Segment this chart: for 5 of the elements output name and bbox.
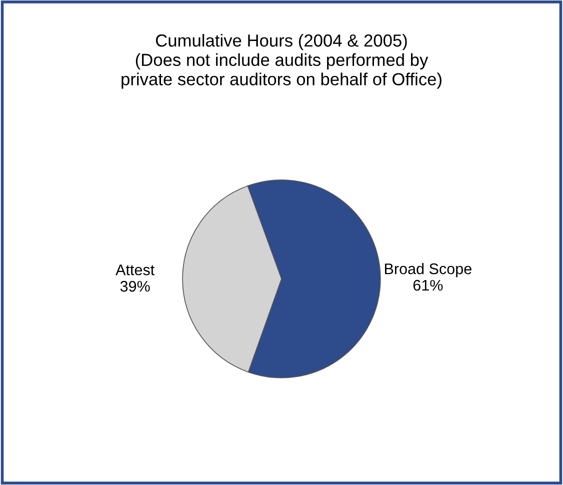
chart-title: Cumulative Hours (2004 & 2005) (Does not include audits performed by private sector auditors on behalf of Office): [122, 34, 442, 89]
slice-label: Broad Scope: [385, 263, 472, 278]
slice-label: Attest: [116, 264, 154, 276]
data-label: 39%: [120, 280, 150, 292]
data-label: 61%: [413, 280, 443, 291]
